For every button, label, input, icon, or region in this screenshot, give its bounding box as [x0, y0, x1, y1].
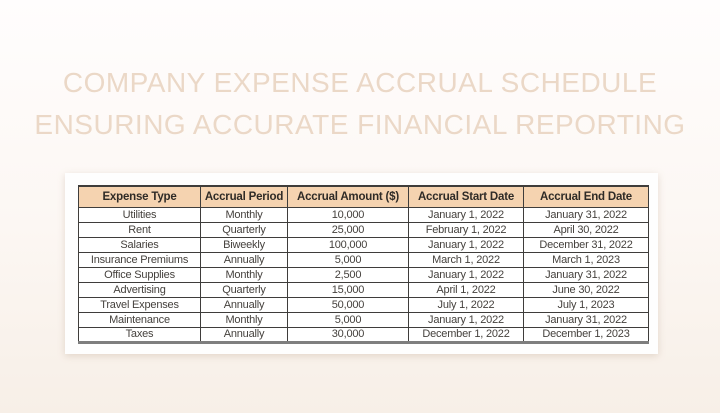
table-cell: Annually	[200, 296, 288, 313]
column-header-accrual-start-date: Accrual Start Date	[408, 185, 524, 208]
table-cell: Monthly	[200, 311, 288, 328]
column-header-accrual-amount: Accrual Amount ($)	[287, 185, 409, 208]
table-cell: Insurance Premiums	[78, 251, 201, 268]
table-row: Utilities Monthly 10,000 January 1, 2022 Jan…	[78, 206, 649, 223]
table-row: Rent Quarterly 25,000 February 1, 2022 April…	[78, 221, 649, 238]
table-header-row: Expense Type Accrual Period Accrual Amou…	[78, 185, 649, 208]
table-cell: July 1, 2023	[523, 296, 649, 313]
table-cell: January 31, 2022	[523, 206, 649, 223]
table-cell: December 1, 2022	[408, 326, 524, 343]
table-cell: Rent	[78, 221, 201, 238]
table-cell: Salaries	[78, 236, 201, 253]
table-cell: 15,000	[287, 281, 409, 298]
table-cell: Monthly	[200, 266, 288, 283]
table-cell: January 31, 2022	[523, 266, 649, 283]
table-cell: July 1, 2022	[408, 296, 524, 313]
table-cell: January 1, 2022	[408, 236, 524, 253]
table-cell: 30,000	[287, 326, 409, 343]
table-cell: Advertising	[78, 281, 201, 298]
table-row: Travel Expenses Annually 50,000 July 1, 202…	[78, 296, 649, 313]
table-row: Taxes Annually 30,000 December 1, 2022 Decem…	[78, 326, 649, 343]
table-cell: Annually	[200, 251, 288, 268]
table-cell: January 1, 2022	[408, 206, 524, 223]
table-cell: 25,000	[287, 221, 409, 238]
table-row: Insurance Premiums Annually 5,000 March 1, …	[78, 251, 649, 268]
table-cell: January 31, 2022	[523, 311, 649, 328]
table-cell: January 1, 2022	[408, 311, 524, 328]
column-header-expense-type: Expense Type	[78, 185, 201, 208]
table-panel: Expense Type Accrual Period Accrual Amou…	[65, 173, 658, 354]
table-row: Maintenance Monthly 5,000 January 1, 2022 Ja…	[78, 311, 649, 328]
table-cell: Biweekly	[200, 236, 288, 253]
table-row: Advertising Quarterly 15,000 April 1, 2022 J…	[78, 281, 649, 298]
table-cell: March 1, 2023	[523, 251, 649, 268]
table-cell: Travel Expenses	[78, 296, 201, 313]
table-cell: Quarterly	[200, 221, 288, 238]
table-cell: March 1, 2022	[408, 251, 524, 268]
table-cell: December 31, 2022	[523, 236, 649, 253]
table-cell: Maintenance	[78, 311, 201, 328]
page-title: COMPANY EXPENSE ACCRUAL SCHEDULE ENSURIN…	[0, 62, 720, 146]
table-cell: 5,000	[287, 251, 409, 268]
table-cell: January 1, 2022	[408, 266, 524, 283]
table-row: Salaries Biweekly 100,000 January 1, 2022 De…	[78, 236, 649, 253]
table-cell: Taxes	[78, 326, 201, 343]
table-cell: 5,000	[287, 311, 409, 328]
column-header-accrual-end-date: Accrual End Date	[523, 185, 649, 208]
table-cell: Utilities	[78, 206, 201, 223]
table-cell: 100,000	[287, 236, 409, 253]
table-cell: April 1, 2022	[408, 281, 524, 298]
table-cell: Office Supplies	[78, 266, 201, 283]
table-cell: December 1, 2023	[523, 326, 649, 343]
table-cell: February 1, 2022	[408, 221, 524, 238]
table-cell: Quarterly	[200, 281, 288, 298]
column-header-accrual-period: Accrual Period	[200, 185, 288, 208]
table-cell: Annually	[200, 326, 288, 343]
page-title-line1: COMPANY EXPENSE ACCRUAL SCHEDULE	[62, 67, 658, 98]
expense-accrual-table: Expense Type Accrual Period Accrual Amou…	[78, 185, 649, 344]
table-cell: June 30, 2022	[523, 281, 649, 298]
table-cell: 10,000	[287, 206, 409, 223]
table-cell: 50,000	[287, 296, 409, 313]
expense-table-body: Utilities Monthly 10,000 January 1, 2022 Jan…	[78, 206, 649, 343]
table-cell: 2,500	[287, 266, 409, 283]
table-cell: Monthly	[200, 206, 288, 223]
table-cell: April 30, 2022	[523, 221, 649, 238]
page-title-line2: ENSURING ACCURATE FINANCIAL REPORTING	[34, 109, 686, 140]
table-row: Office Supplies Monthly 2,500 January 1, 20…	[78, 266, 649, 283]
